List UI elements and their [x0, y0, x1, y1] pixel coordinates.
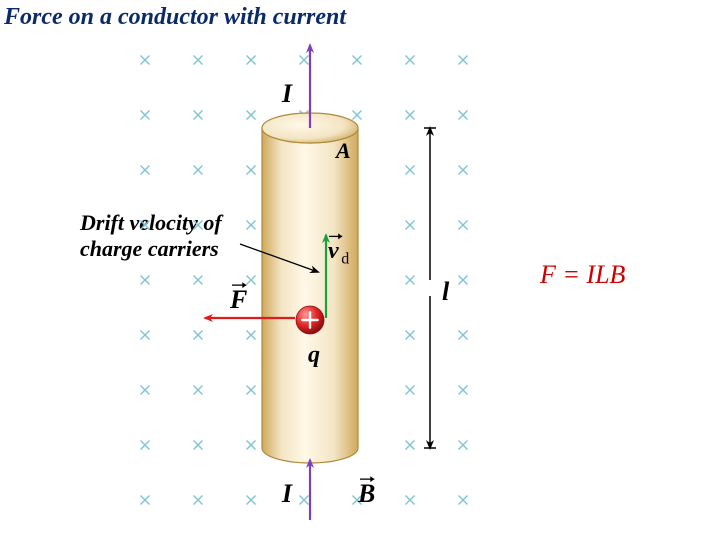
label-magnetic-field: B [357, 476, 375, 508]
conductor-cylinder [262, 113, 358, 463]
label-length: l [442, 277, 450, 306]
label-current-top: I [281, 79, 293, 108]
label-force: F [229, 282, 247, 314]
svg-text:d: d [341, 251, 349, 268]
svg-text:v: v [328, 238, 339, 264]
svg-text:B: B [357, 479, 375, 508]
physics-diagram: I A Il q vd F B [0, 0, 720, 540]
label-charge: q [308, 342, 320, 368]
label-current-bottom: I [281, 479, 293, 508]
svg-text:F: F [229, 285, 247, 314]
positive-charge [296, 306, 324, 334]
length-marker [424, 128, 436, 448]
label-area: A [334, 138, 351, 163]
